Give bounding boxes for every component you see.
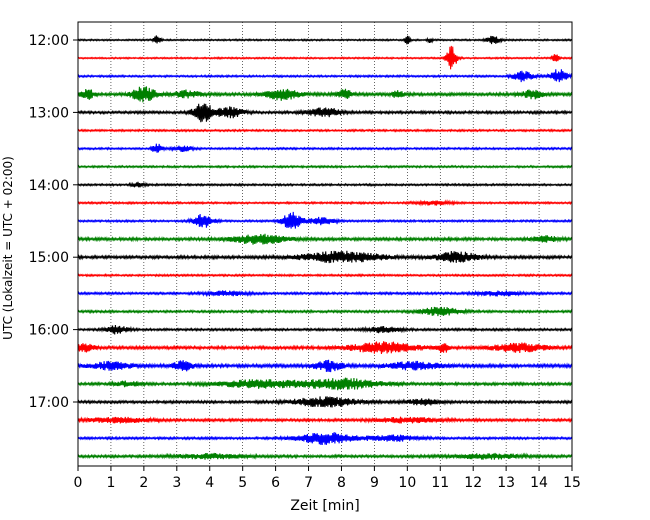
trace-1515 xyxy=(77,273,573,278)
trace-1715 xyxy=(77,416,573,424)
x-tick-label-7: 7 xyxy=(304,475,313,491)
trace-1545 xyxy=(77,306,573,317)
y-tick-label-1200: 12:00 xyxy=(29,33,69,49)
trace-1430 xyxy=(77,211,573,229)
trace-1645 xyxy=(77,377,573,391)
trace-1415 xyxy=(77,199,573,207)
x-tick-label-8: 8 xyxy=(337,475,346,491)
trace-1215 xyxy=(77,45,573,70)
x-tick-label-5: 5 xyxy=(238,475,247,491)
x-tick-label-1: 1 xyxy=(106,475,115,491)
x-tick-label-10: 10 xyxy=(398,475,416,491)
axes xyxy=(77,21,573,467)
y-axis-ticks: 12:00 13:00 14:00 15:00 16:00 17:00 xyxy=(29,33,78,411)
x-axis-label: Zeit [min] xyxy=(290,498,359,514)
y-tick-label-1400: 14:00 xyxy=(29,178,69,194)
y-tick-label-1600: 16:00 xyxy=(29,323,69,339)
y-axis-label: UTC (Lokalzeit = UTC + 02:00) xyxy=(1,156,15,340)
trace-1345 xyxy=(77,164,573,169)
trace-1615 xyxy=(77,341,573,355)
trace-1300 xyxy=(77,103,573,123)
trace-1700 xyxy=(77,396,573,408)
trace-1230 xyxy=(77,69,573,83)
x-tick-label-4: 4 xyxy=(205,475,214,491)
trace-1600 xyxy=(77,325,573,335)
trace-1445 xyxy=(77,233,573,245)
x-tick-label-2: 2 xyxy=(139,475,148,491)
x-tick-label-14: 14 xyxy=(530,475,548,491)
x-tick-label-13: 13 xyxy=(497,475,515,491)
trace-1530 xyxy=(77,289,573,298)
plot-frame xyxy=(77,21,573,467)
y-tick-label-1700: 17:00 xyxy=(29,395,69,411)
x-tick-label-11: 11 xyxy=(431,475,449,491)
seismogram-traces xyxy=(77,35,573,460)
x-tick-label-9: 9 xyxy=(370,475,379,491)
trace-1730 xyxy=(77,432,573,445)
x-tick-label-6: 6 xyxy=(271,475,280,491)
grid-lines xyxy=(110,22,540,466)
x-axis-ticks: 0 1 2 3 4 5 6 7 8 9 10 11 12 13 14 15 xyxy=(74,466,581,491)
x-tick-label-0: 0 xyxy=(74,475,83,491)
y-tick-label-1300: 13:00 xyxy=(29,105,69,121)
trace-1400 xyxy=(77,181,573,188)
x-tick-label-15: 15 xyxy=(563,475,581,491)
trace-1315 xyxy=(77,128,573,133)
y-tick-label-1500: 15:00 xyxy=(29,250,69,266)
trace-1745 xyxy=(77,452,573,460)
trace-1500 xyxy=(77,250,573,264)
x-tick-label-12: 12 xyxy=(464,475,482,491)
trace-1200 xyxy=(77,35,573,45)
x-tick-label-3: 3 xyxy=(172,475,181,491)
trace-1630 xyxy=(77,359,573,373)
trace-1245 xyxy=(77,86,573,103)
trace-1330 xyxy=(77,143,573,153)
